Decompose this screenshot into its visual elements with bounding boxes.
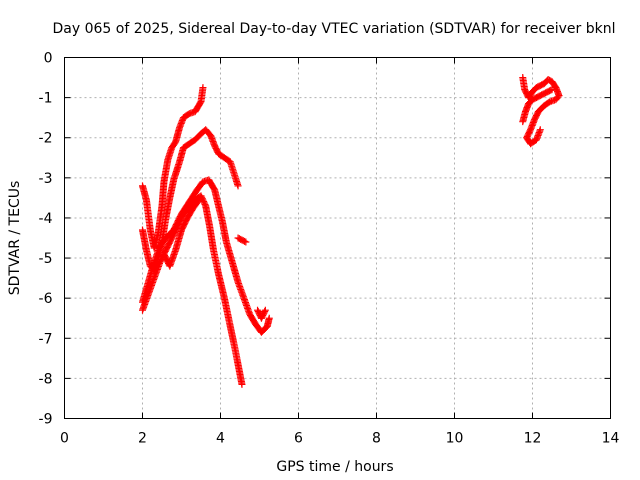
- data-point: [194, 197, 202, 205]
- chart-title: Day 065 of 2025, Sidereal Day-to-day VTE…: [53, 21, 616, 37]
- data-point: [265, 314, 273, 322]
- y-tick-label: -6: [39, 291, 53, 307]
- x-tick-label: 2: [138, 431, 147, 447]
- x-axis-label: GPS time / hours: [276, 459, 393, 475]
- data-point: [195, 196, 203, 204]
- x-tick-label: 4: [216, 431, 225, 447]
- y-axis-label: SDTVAR / TECUs: [7, 181, 23, 296]
- data-point: [548, 86, 556, 94]
- x-tick-label: 10: [446, 431, 464, 447]
- data-point: [536, 126, 544, 134]
- data-point: [261, 308, 269, 316]
- x-tick-label: 0: [60, 431, 69, 447]
- x-tick-label: 14: [602, 431, 620, 447]
- y-tick-label: 0: [44, 51, 53, 67]
- y-tick-label: -8: [39, 371, 53, 387]
- data-point: [261, 306, 269, 314]
- plot-frame: [64, 57, 611, 419]
- y-tick-label: -3: [39, 171, 53, 187]
- y-tick-labels: 0 -1 -2 -3 -4 -5 -6 -7 -8 -9: [39, 51, 53, 428]
- x-tick-label: 8: [372, 431, 381, 447]
- data-point: [547, 86, 555, 94]
- y-tick-label: -1: [39, 91, 53, 107]
- y-tick-label: -4: [39, 211, 53, 227]
- y-tick-label: -9: [39, 412, 53, 428]
- x-tick-label: 12: [524, 431, 542, 447]
- y-tick-label: -2: [39, 131, 53, 147]
- data-point: [234, 182, 242, 190]
- y-tick-label: -5: [39, 251, 53, 267]
- y-tick-label: -7: [39, 331, 53, 347]
- data-point: [241, 237, 249, 245]
- data-point: [199, 84, 207, 92]
- x-tick-label: 6: [294, 431, 303, 447]
- data-markers: [139, 74, 563, 388]
- data-point: [242, 238, 250, 246]
- data-point: [238, 380, 246, 388]
- x-tick-labels: 0 2 4 6 8 10 12 14: [60, 431, 619, 447]
